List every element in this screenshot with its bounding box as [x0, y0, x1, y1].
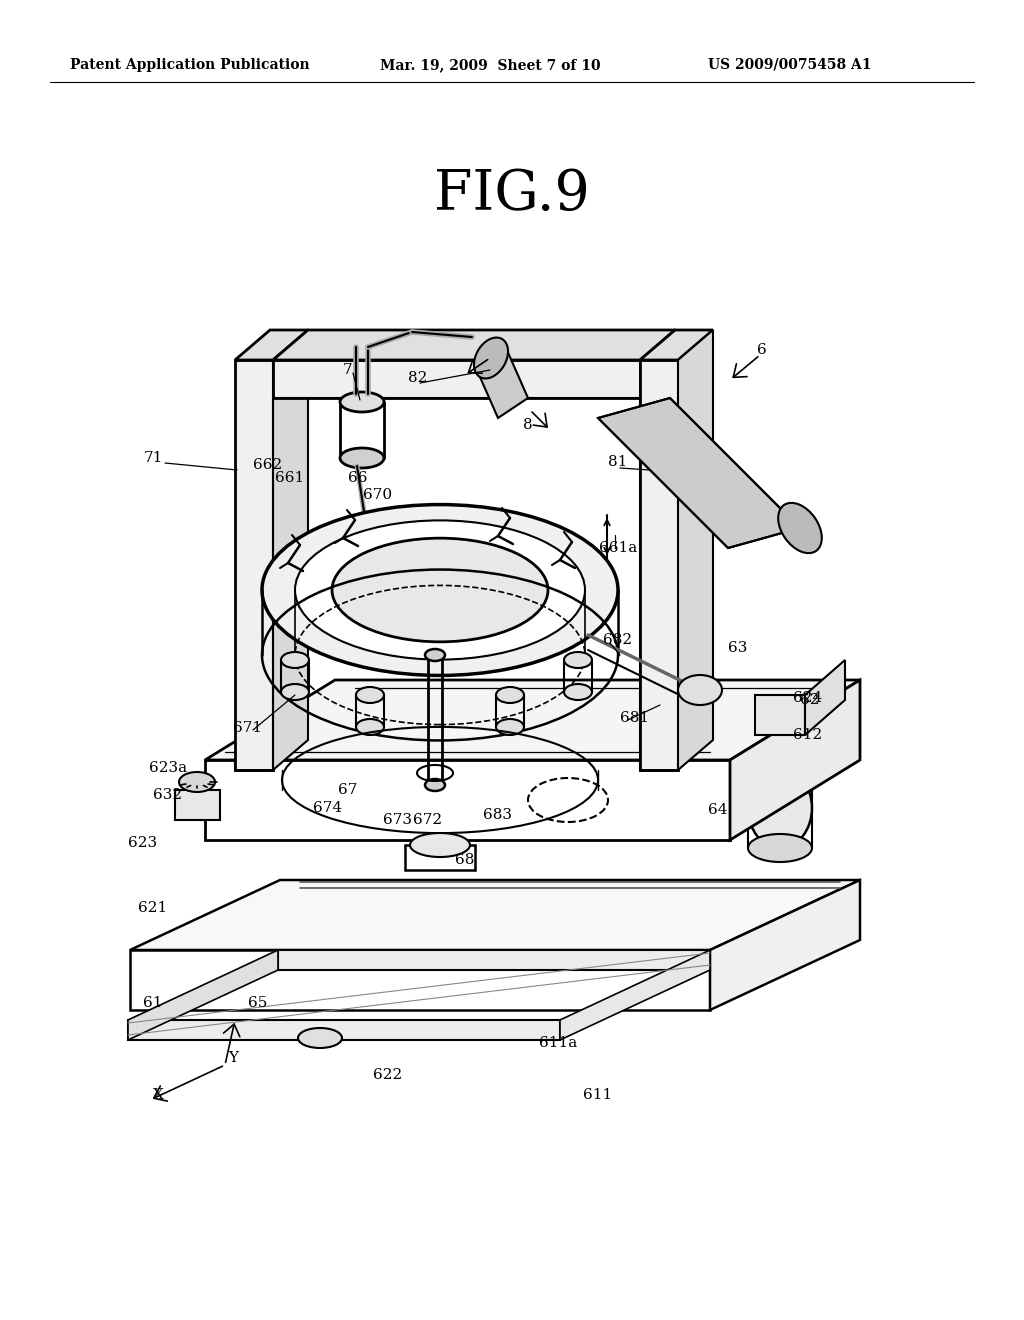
Ellipse shape — [281, 652, 309, 668]
Text: 61: 61 — [143, 997, 163, 1010]
Text: 66: 66 — [348, 471, 368, 484]
Text: 67: 67 — [338, 783, 357, 797]
Text: 81: 81 — [608, 455, 628, 469]
Polygon shape — [130, 950, 710, 1010]
Ellipse shape — [474, 338, 508, 379]
Text: 64: 64 — [709, 803, 728, 817]
Ellipse shape — [332, 539, 548, 642]
Polygon shape — [678, 330, 713, 770]
Text: 65: 65 — [248, 997, 267, 1010]
Text: 621: 621 — [138, 902, 168, 915]
Text: 622: 622 — [374, 1068, 402, 1082]
Text: 670: 670 — [364, 488, 392, 502]
Ellipse shape — [748, 768, 812, 847]
Polygon shape — [234, 360, 273, 770]
Polygon shape — [710, 880, 860, 1010]
Text: 611: 611 — [584, 1088, 612, 1102]
Text: 662: 662 — [253, 458, 283, 473]
Polygon shape — [205, 760, 730, 840]
Ellipse shape — [748, 834, 812, 862]
Polygon shape — [273, 360, 640, 399]
Polygon shape — [560, 950, 710, 1040]
Ellipse shape — [281, 684, 309, 700]
Polygon shape — [273, 330, 308, 770]
Ellipse shape — [425, 779, 445, 791]
Text: 672: 672 — [414, 813, 442, 828]
Text: US 2009/0075458 A1: US 2009/0075458 A1 — [709, 58, 871, 73]
Ellipse shape — [425, 649, 445, 661]
Text: 681: 681 — [621, 711, 649, 725]
Ellipse shape — [340, 447, 384, 469]
Text: 62: 62 — [800, 693, 820, 708]
Text: 611a: 611a — [539, 1036, 578, 1049]
Polygon shape — [273, 330, 675, 360]
Text: 624: 624 — [794, 690, 822, 705]
Text: 661: 661 — [275, 471, 304, 484]
Polygon shape — [175, 789, 220, 820]
Polygon shape — [476, 348, 528, 418]
Polygon shape — [205, 680, 860, 760]
Polygon shape — [598, 399, 800, 548]
Text: 682: 682 — [603, 634, 633, 647]
Text: 71: 71 — [143, 451, 163, 465]
Text: 683: 683 — [483, 808, 512, 822]
Ellipse shape — [564, 684, 592, 700]
Text: 7: 7 — [343, 363, 353, 378]
Text: 68: 68 — [456, 853, 475, 867]
Text: Mar. 19, 2009  Sheet 7 of 10: Mar. 19, 2009 Sheet 7 of 10 — [380, 58, 600, 73]
Ellipse shape — [295, 520, 585, 660]
Polygon shape — [755, 696, 805, 735]
Polygon shape — [640, 330, 713, 360]
Ellipse shape — [410, 833, 470, 857]
Ellipse shape — [340, 392, 384, 412]
Polygon shape — [640, 360, 678, 770]
Text: 661a: 661a — [599, 541, 637, 554]
Text: 671: 671 — [233, 721, 262, 735]
Text: X: X — [153, 1088, 164, 1102]
Text: 82: 82 — [409, 371, 428, 385]
Polygon shape — [128, 1020, 560, 1040]
Ellipse shape — [748, 698, 812, 777]
Text: 612: 612 — [794, 729, 822, 742]
Ellipse shape — [179, 772, 215, 792]
Polygon shape — [130, 880, 860, 950]
Polygon shape — [234, 330, 308, 360]
Text: 623a: 623a — [148, 762, 187, 775]
Text: 63: 63 — [728, 642, 748, 655]
Ellipse shape — [298, 1028, 342, 1048]
Text: FIG.9: FIG.9 — [434, 168, 590, 222]
Ellipse shape — [678, 675, 722, 705]
Ellipse shape — [496, 719, 524, 735]
Text: 673: 673 — [384, 813, 413, 828]
Ellipse shape — [748, 754, 812, 781]
Polygon shape — [128, 950, 278, 1040]
Text: Patent Application Publication: Patent Application Publication — [71, 58, 310, 73]
Ellipse shape — [356, 686, 384, 704]
Ellipse shape — [778, 503, 822, 553]
Ellipse shape — [262, 504, 618, 676]
Ellipse shape — [496, 686, 524, 704]
Text: 632: 632 — [154, 788, 182, 803]
Ellipse shape — [564, 652, 592, 668]
Polygon shape — [278, 950, 710, 970]
Polygon shape — [730, 680, 860, 840]
Ellipse shape — [748, 764, 812, 792]
Text: 674: 674 — [313, 801, 343, 814]
Polygon shape — [805, 660, 845, 735]
Text: 6: 6 — [757, 343, 767, 356]
Text: 623: 623 — [128, 836, 158, 850]
Text: Y: Y — [228, 1051, 238, 1065]
Ellipse shape — [356, 719, 384, 735]
Ellipse shape — [748, 684, 812, 711]
Text: 8: 8 — [523, 418, 532, 432]
